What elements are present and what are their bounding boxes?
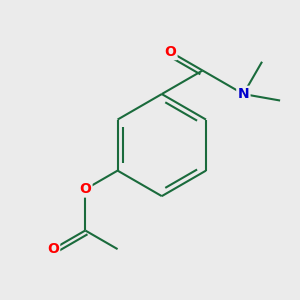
Text: O: O [79,182,91,196]
Text: N: N [238,87,249,101]
Text: O: O [47,242,59,256]
Text: O: O [164,45,176,59]
